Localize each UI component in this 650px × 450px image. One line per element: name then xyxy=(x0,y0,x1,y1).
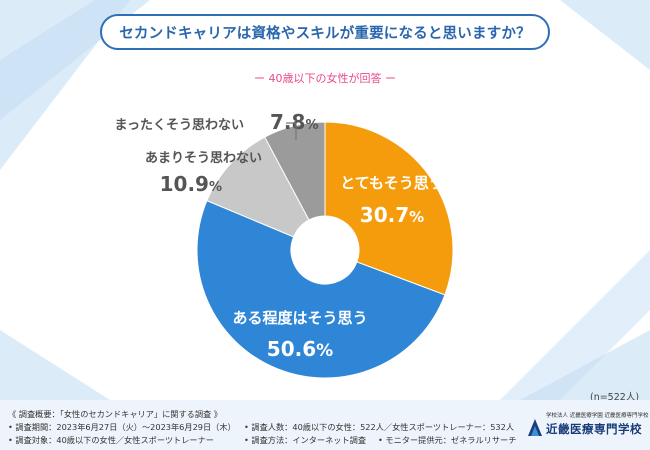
logo-subtitle: 学校法人 近畿医療学園 近畿医療専門学校 xyxy=(546,413,649,419)
footer-heading: 《 調査概要：「女性のセカンドキャリア」に関する調査 》 xyxy=(8,409,222,419)
footer-provider: • モニター提供元：ゼネラルリサーチ xyxy=(378,435,517,445)
footer-period: • 調査期間：2023年6月27日（火）～2023年6月29日（木） xyxy=(8,422,236,432)
footer-count: • 調査人数：40歳以下の女性：522人／女性スポーツトレーナー：532人 xyxy=(244,422,515,432)
value-label-not-really: 10.9% xyxy=(160,172,222,196)
chart-title: セカンドキャリアは資格やスキルが重要になると思いますか？ xyxy=(100,14,550,50)
slice-very xyxy=(324,121,454,296)
logo-name: 近畿医療専門学校 xyxy=(546,422,642,436)
slice-not-at-all xyxy=(264,121,326,221)
label-not-at-all: まったくそう思わない xyxy=(115,118,244,133)
value-label-very: 30.7% xyxy=(360,203,424,227)
slice-not-really xyxy=(206,136,310,238)
footer-target: • 調査対象：40歳以下の女性／女性スポーツトレーナー xyxy=(8,435,214,445)
chart-subtitle: ー 40歳以下の女性が回答 ー xyxy=(254,72,396,85)
survey-footer: 《 調査概要：「女性のセカンドキャリア」に関する調査 》 • 調査期間：2023… xyxy=(0,400,650,450)
sample-size: (n=522人) xyxy=(590,392,640,403)
leader-line xyxy=(286,122,297,140)
value-label-not-at-all: 7.8% xyxy=(270,110,318,134)
footer-method: • 調査方法：インターネット調査 xyxy=(244,435,367,445)
label-very: とてもそう思う xyxy=(340,174,444,192)
value-label-somewhat: 50.6% xyxy=(267,337,333,361)
label-somewhat: ある程度はそう思う xyxy=(232,309,367,327)
slice-somewhat xyxy=(196,199,446,379)
school-logo: 学校法人 近畿医療学園 近畿医療専門学校 近畿医療専門学校 xyxy=(526,410,649,444)
school-emblem-icon xyxy=(528,419,542,436)
donut-chart: とてもそう思う 30.7% ある程度はそう思う 50.6% あまりそう思わない 10.9%… xyxy=(115,110,454,379)
label-not-really: あまりそう思わない xyxy=(145,151,262,166)
